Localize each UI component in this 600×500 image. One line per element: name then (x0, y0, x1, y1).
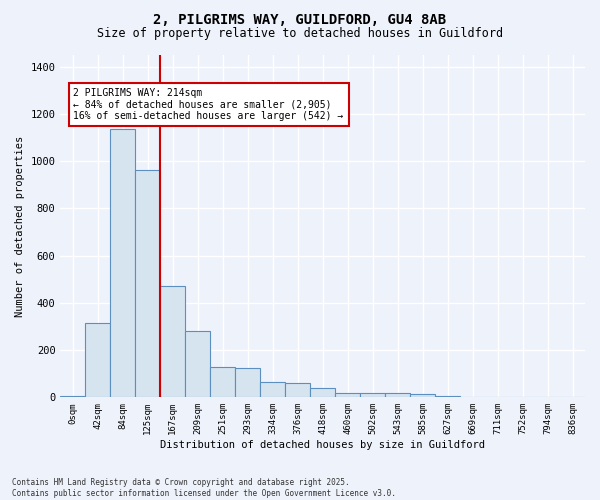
Bar (210, 366, 235, 398)
Text: 2 PILGRIMS WAY: 214sqm
← 84% of detached houses are smaller (2,905)
16% of semi-: 2 PILGRIMS WAY: 214sqm ← 84% of detached… (73, 88, 344, 122)
X-axis label: Distribution of detached houses by size in Guildford: Distribution of detached houses by size … (160, 440, 485, 450)
Bar (160, 286, 185, 398)
Bar (335, 393, 360, 398)
Bar (235, 368, 260, 398)
Bar (435, 396, 460, 398)
Text: 2, PILGRIMS WAY, GUILDFORD, GU4 8AB: 2, PILGRIMS WAY, GUILDFORD, GU4 8AB (154, 12, 446, 26)
Y-axis label: Number of detached properties: Number of detached properties (15, 136, 25, 317)
Bar (85, 323, 110, 398)
Bar (61, 396, 85, 398)
Bar (260, 382, 285, 398)
Bar (385, 392, 410, 398)
Bar (185, 331, 210, 398)
Bar (360, 392, 385, 398)
Bar (136, 170, 160, 398)
Bar (410, 394, 435, 398)
Bar (285, 383, 310, 398)
Bar (310, 388, 335, 398)
Text: Size of property relative to detached houses in Guildford: Size of property relative to detached ho… (97, 28, 503, 40)
Bar (110, 130, 136, 398)
Text: Contains HM Land Registry data © Crown copyright and database right 2025.
Contai: Contains HM Land Registry data © Crown c… (12, 478, 396, 498)
